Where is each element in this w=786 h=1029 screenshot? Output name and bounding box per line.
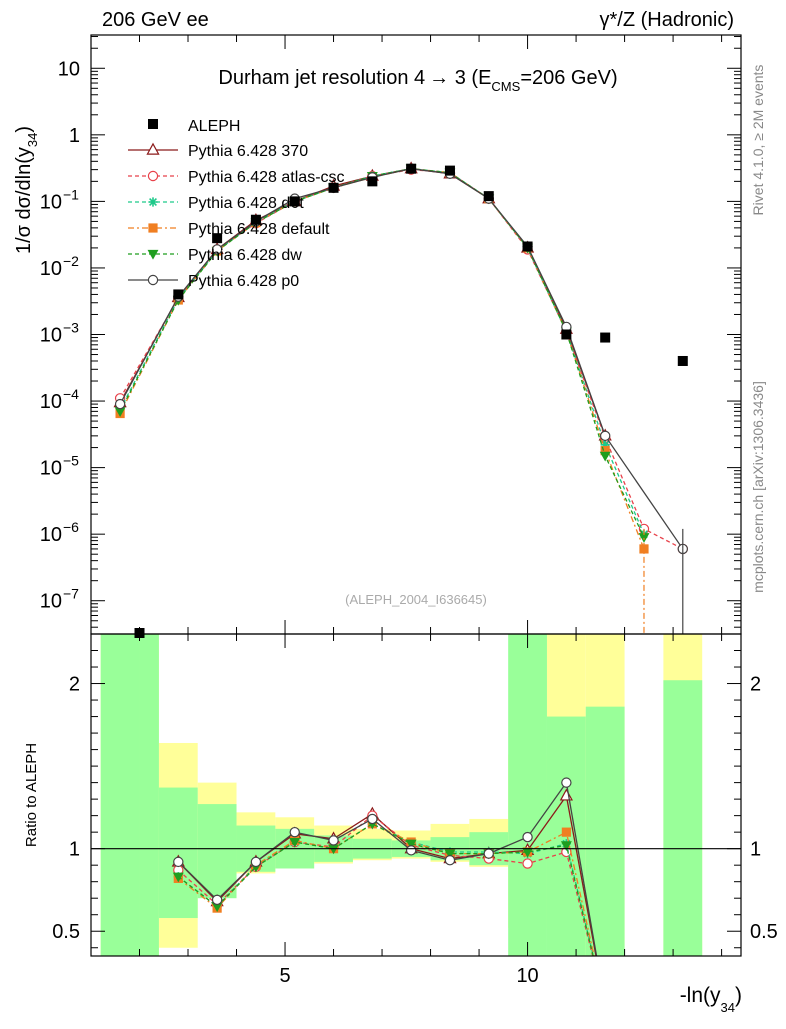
legend-label: Pythia 6.428 dw: [188, 247, 302, 264]
aleph-data-point: [444, 165, 455, 176]
legend-marker: [147, 274, 159, 286]
ratio-tick-label: 2: [69, 674, 80, 696]
ratio-point: [173, 856, 184, 868]
aleph-data-point: [250, 214, 261, 225]
ratio-point: [444, 849, 456, 860]
aleph-data-point: [289, 196, 300, 207]
series-point: [211, 244, 223, 255]
ratio-point: [561, 827, 571, 837]
ratio-point: [405, 839, 417, 850]
ratio-tick-label: 0.5: [52, 921, 80, 943]
ratio-point: [367, 813, 378, 825]
y-tick-exponent: −2: [63, 253, 79, 269]
band-inner: [585, 706, 625, 956]
aleph-data-point: [328, 182, 339, 193]
ratio-line: [177, 780, 598, 956]
legend: ALEPH Pythia 6.428 370 Pythia 6.428 atlas-…: [128, 118, 345, 290]
legend-marker: [148, 223, 158, 233]
legend-marker: [147, 249, 159, 260]
band-inner: [663, 680, 703, 956]
rivet-version-label: Rivet 4.1.0, ≥ 2M events: [750, 65, 766, 216]
band-inner: [158, 787, 198, 919]
ratio-tick-label: 1: [69, 839, 80, 861]
y-tick-label: 10: [40, 258, 62, 280]
legend-marker: [148, 119, 158, 129]
y-tick-exponent: −7: [63, 586, 79, 602]
aleph-data-point: [600, 332, 611, 343]
series-point: [599, 430, 611, 442]
y-tick-label: 10: [40, 391, 62, 413]
ratio-point: [444, 855, 456, 866]
y-tick-exponent: −3: [63, 320, 79, 336]
y-tick-label: 10: [40, 325, 62, 347]
legend-label: Pythia 6.428 default: [188, 221, 330, 238]
aleph-data-point: [522, 241, 533, 252]
aleph-data-point: [561, 329, 572, 340]
y-axis-label: 1/σ dσ/dln(y34): [13, 126, 40, 254]
ratio-point: [522, 858, 533, 869]
aleph-data-point: [677, 355, 688, 366]
series-line: [119, 168, 684, 550]
aleph-data-point: [367, 176, 378, 187]
ratio-point: [405, 845, 417, 856]
mcplots-source-label: mcplots.cern.ch [arXiv:1306.3436]: [750, 381, 766, 593]
y-tick-label: 10: [40, 591, 62, 613]
x-axis-label: -ln(y34): [680, 984, 742, 1015]
series-point: [600, 440, 610, 450]
aleph-data-point: [483, 191, 494, 202]
band-inner: [508, 634, 547, 956]
band-inner: [100, 634, 140, 956]
process-label: γ*/Z (Hadronic): [600, 9, 734, 31]
ratio-line: [177, 814, 594, 956]
ratio-tick-label-right: 1: [750, 839, 761, 861]
legend-marker: [147, 170, 159, 182]
aleph-data-point: [406, 163, 417, 174]
x-tick-label: 5: [279, 965, 290, 987]
legend-marker: [148, 197, 158, 207]
y-tick-label: 10: [40, 458, 62, 480]
ratio-tick-label-right: 0.5: [750, 921, 778, 943]
ratio-tick-label-right: 2: [750, 674, 761, 696]
x-tick-label: 10: [516, 965, 538, 987]
energy-label: 206 GeV ee: [102, 9, 209, 31]
legend-marker: [146, 142, 160, 155]
legend-label: Pythia 6.428 370: [188, 143, 308, 160]
analysis-watermark: (ALEPH_2004_I636645): [345, 592, 487, 607]
ratio-point: [561, 777, 572, 788]
plot-title: Durham jet resolution 4 → 3 (ECMS=206 GeV…: [218, 67, 617, 94]
legend-label: Pythia 6.428 p0: [188, 273, 299, 290]
series-point: [599, 451, 611, 462]
band-inner: [139, 634, 159, 956]
y-tick-exponent: −1: [63, 186, 79, 202]
ratio-point: [289, 826, 300, 838]
ratio-uncertainty-bands: [100, 634, 703, 956]
ratio-point: [289, 837, 301, 848]
aleph-data-point: [212, 233, 223, 244]
aleph-data-point: [173, 289, 184, 300]
ratio-point: [250, 856, 262, 868]
ratio-y-axis-label: Ratio to ALEPH: [23, 743, 40, 847]
legend-label: Pythia 6.428 atlas-csc: [188, 169, 345, 186]
y-tick-exponent: −5: [63, 453, 79, 469]
legend-label: Pythia 6.428 d6t: [188, 195, 304, 212]
ratio-point: [328, 835, 339, 846]
ratio-point: [172, 872, 184, 883]
band-inner: [197, 804, 237, 899]
y-tick-exponent: −4: [63, 386, 79, 402]
y-tick-label: 1: [69, 125, 80, 147]
ratio-point: [522, 831, 533, 843]
ratio-point: [560, 841, 572, 851]
series-point: [114, 398, 126, 410]
y-tick-label: 10: [40, 191, 62, 213]
y-tick-label: 10: [40, 524, 62, 546]
y-tick-label: 10: [58, 58, 80, 80]
ratio-point: [483, 848, 494, 859]
y-tick-exponent: −6: [63, 519, 79, 535]
ratio-frame: [90, 633, 742, 957]
ratio-point: [211, 894, 223, 906]
legend-label: ALEPH: [188, 118, 240, 135]
